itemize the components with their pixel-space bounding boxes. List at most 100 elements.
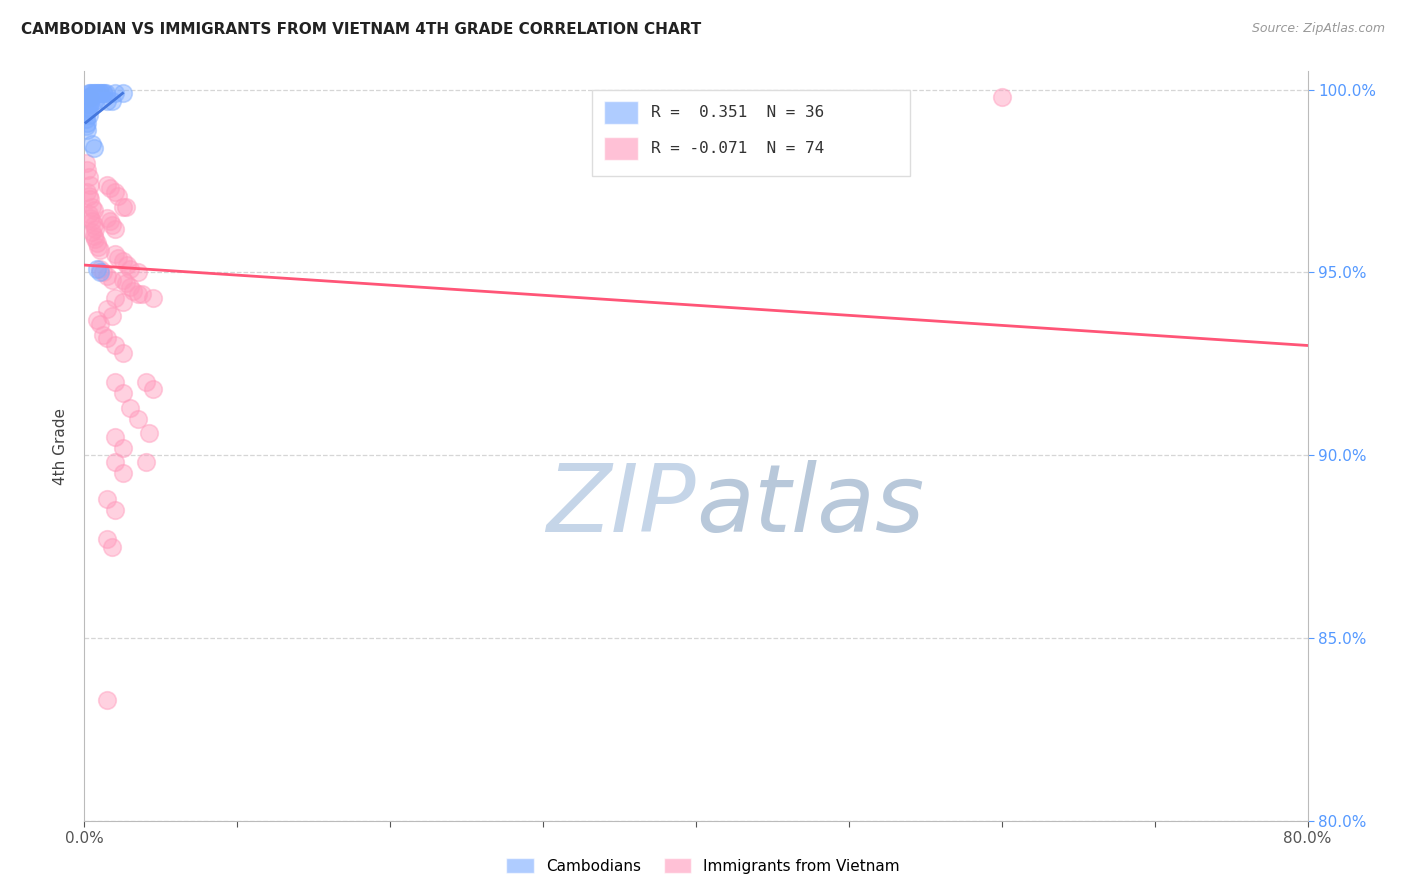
Point xyxy=(991,90,1014,104)
Point xyxy=(135,375,157,389)
Point xyxy=(76,163,98,178)
Point xyxy=(84,87,107,101)
Point xyxy=(107,251,129,265)
Point xyxy=(111,441,134,455)
Point xyxy=(79,192,101,206)
Point xyxy=(89,317,111,331)
Point xyxy=(77,87,100,101)
Point xyxy=(96,331,118,345)
Point xyxy=(114,200,136,214)
Point xyxy=(111,87,134,101)
Text: CAMBODIAN VS IMMIGRANTS FROM VIETNAM 4TH GRADE CORRELATION CHART: CAMBODIAN VS IMMIGRANTS FROM VIETNAM 4TH… xyxy=(21,22,702,37)
Point xyxy=(84,232,107,246)
Point xyxy=(75,155,97,169)
Point xyxy=(104,87,127,101)
Point xyxy=(76,104,98,119)
Point xyxy=(114,277,136,291)
Point xyxy=(77,170,100,185)
Point xyxy=(94,87,117,101)
Point xyxy=(77,90,100,104)
Point xyxy=(127,287,149,301)
Point xyxy=(77,97,100,112)
Point xyxy=(96,532,118,546)
Point xyxy=(77,108,100,122)
Point xyxy=(111,273,134,287)
Point xyxy=(83,228,105,243)
Point xyxy=(104,185,127,199)
Point xyxy=(127,411,149,425)
Point xyxy=(75,119,97,133)
Point xyxy=(96,693,118,707)
Point xyxy=(96,178,118,192)
Point xyxy=(120,280,142,294)
Point xyxy=(96,491,118,506)
Point xyxy=(80,200,103,214)
Point xyxy=(101,540,124,554)
Text: R =  0.351  N = 36: R = 0.351 N = 36 xyxy=(651,105,824,120)
Point xyxy=(77,188,100,202)
Text: ZIP: ZIP xyxy=(547,460,696,551)
Text: Source: ZipAtlas.com: Source: ZipAtlas.com xyxy=(1251,22,1385,36)
Point xyxy=(104,455,127,469)
Point xyxy=(142,382,165,396)
Point xyxy=(142,291,165,305)
Point xyxy=(89,244,111,258)
Point xyxy=(84,221,107,235)
Point xyxy=(80,225,103,239)
Point xyxy=(111,254,134,268)
Point xyxy=(101,218,124,232)
Point xyxy=(89,265,111,279)
Point xyxy=(91,87,114,101)
Point xyxy=(96,211,118,225)
Point xyxy=(104,221,127,235)
Point xyxy=(76,185,98,199)
Point xyxy=(104,291,127,305)
Point xyxy=(86,313,108,327)
Y-axis label: 4th Grade: 4th Grade xyxy=(53,408,69,484)
Point xyxy=(76,101,98,115)
Point xyxy=(91,265,114,279)
Point xyxy=(120,261,142,276)
Point xyxy=(104,503,127,517)
Point xyxy=(76,115,98,129)
Point xyxy=(98,214,121,228)
Point xyxy=(79,87,101,101)
Bar xyxy=(605,137,638,160)
Point xyxy=(80,214,103,228)
Point xyxy=(79,178,101,192)
Point xyxy=(89,87,111,101)
Point xyxy=(96,301,118,316)
Point xyxy=(96,94,118,108)
Point xyxy=(79,97,101,112)
Point xyxy=(89,261,111,276)
Point xyxy=(104,338,127,352)
Point xyxy=(107,188,129,202)
Point xyxy=(98,181,121,195)
Point xyxy=(111,346,134,360)
Point xyxy=(83,87,105,101)
Point xyxy=(90,87,112,101)
Point xyxy=(75,112,97,126)
Point xyxy=(79,90,101,104)
Point xyxy=(101,94,124,108)
Point xyxy=(83,218,105,232)
Point xyxy=(101,310,124,324)
Point xyxy=(127,265,149,279)
Point xyxy=(77,90,100,104)
Bar xyxy=(605,102,638,124)
Point xyxy=(84,94,107,108)
Point xyxy=(83,203,105,218)
Point xyxy=(101,273,124,287)
Point xyxy=(86,87,108,101)
Point xyxy=(104,375,127,389)
Point xyxy=(77,207,100,221)
Point xyxy=(93,87,115,101)
Text: atlas: atlas xyxy=(696,460,924,551)
Point xyxy=(80,87,103,101)
Point xyxy=(111,200,134,214)
Text: R = -0.071  N = 74: R = -0.071 N = 74 xyxy=(651,141,824,156)
Point xyxy=(131,287,153,301)
Point xyxy=(80,90,103,104)
Point xyxy=(91,327,114,342)
Point xyxy=(77,101,100,115)
